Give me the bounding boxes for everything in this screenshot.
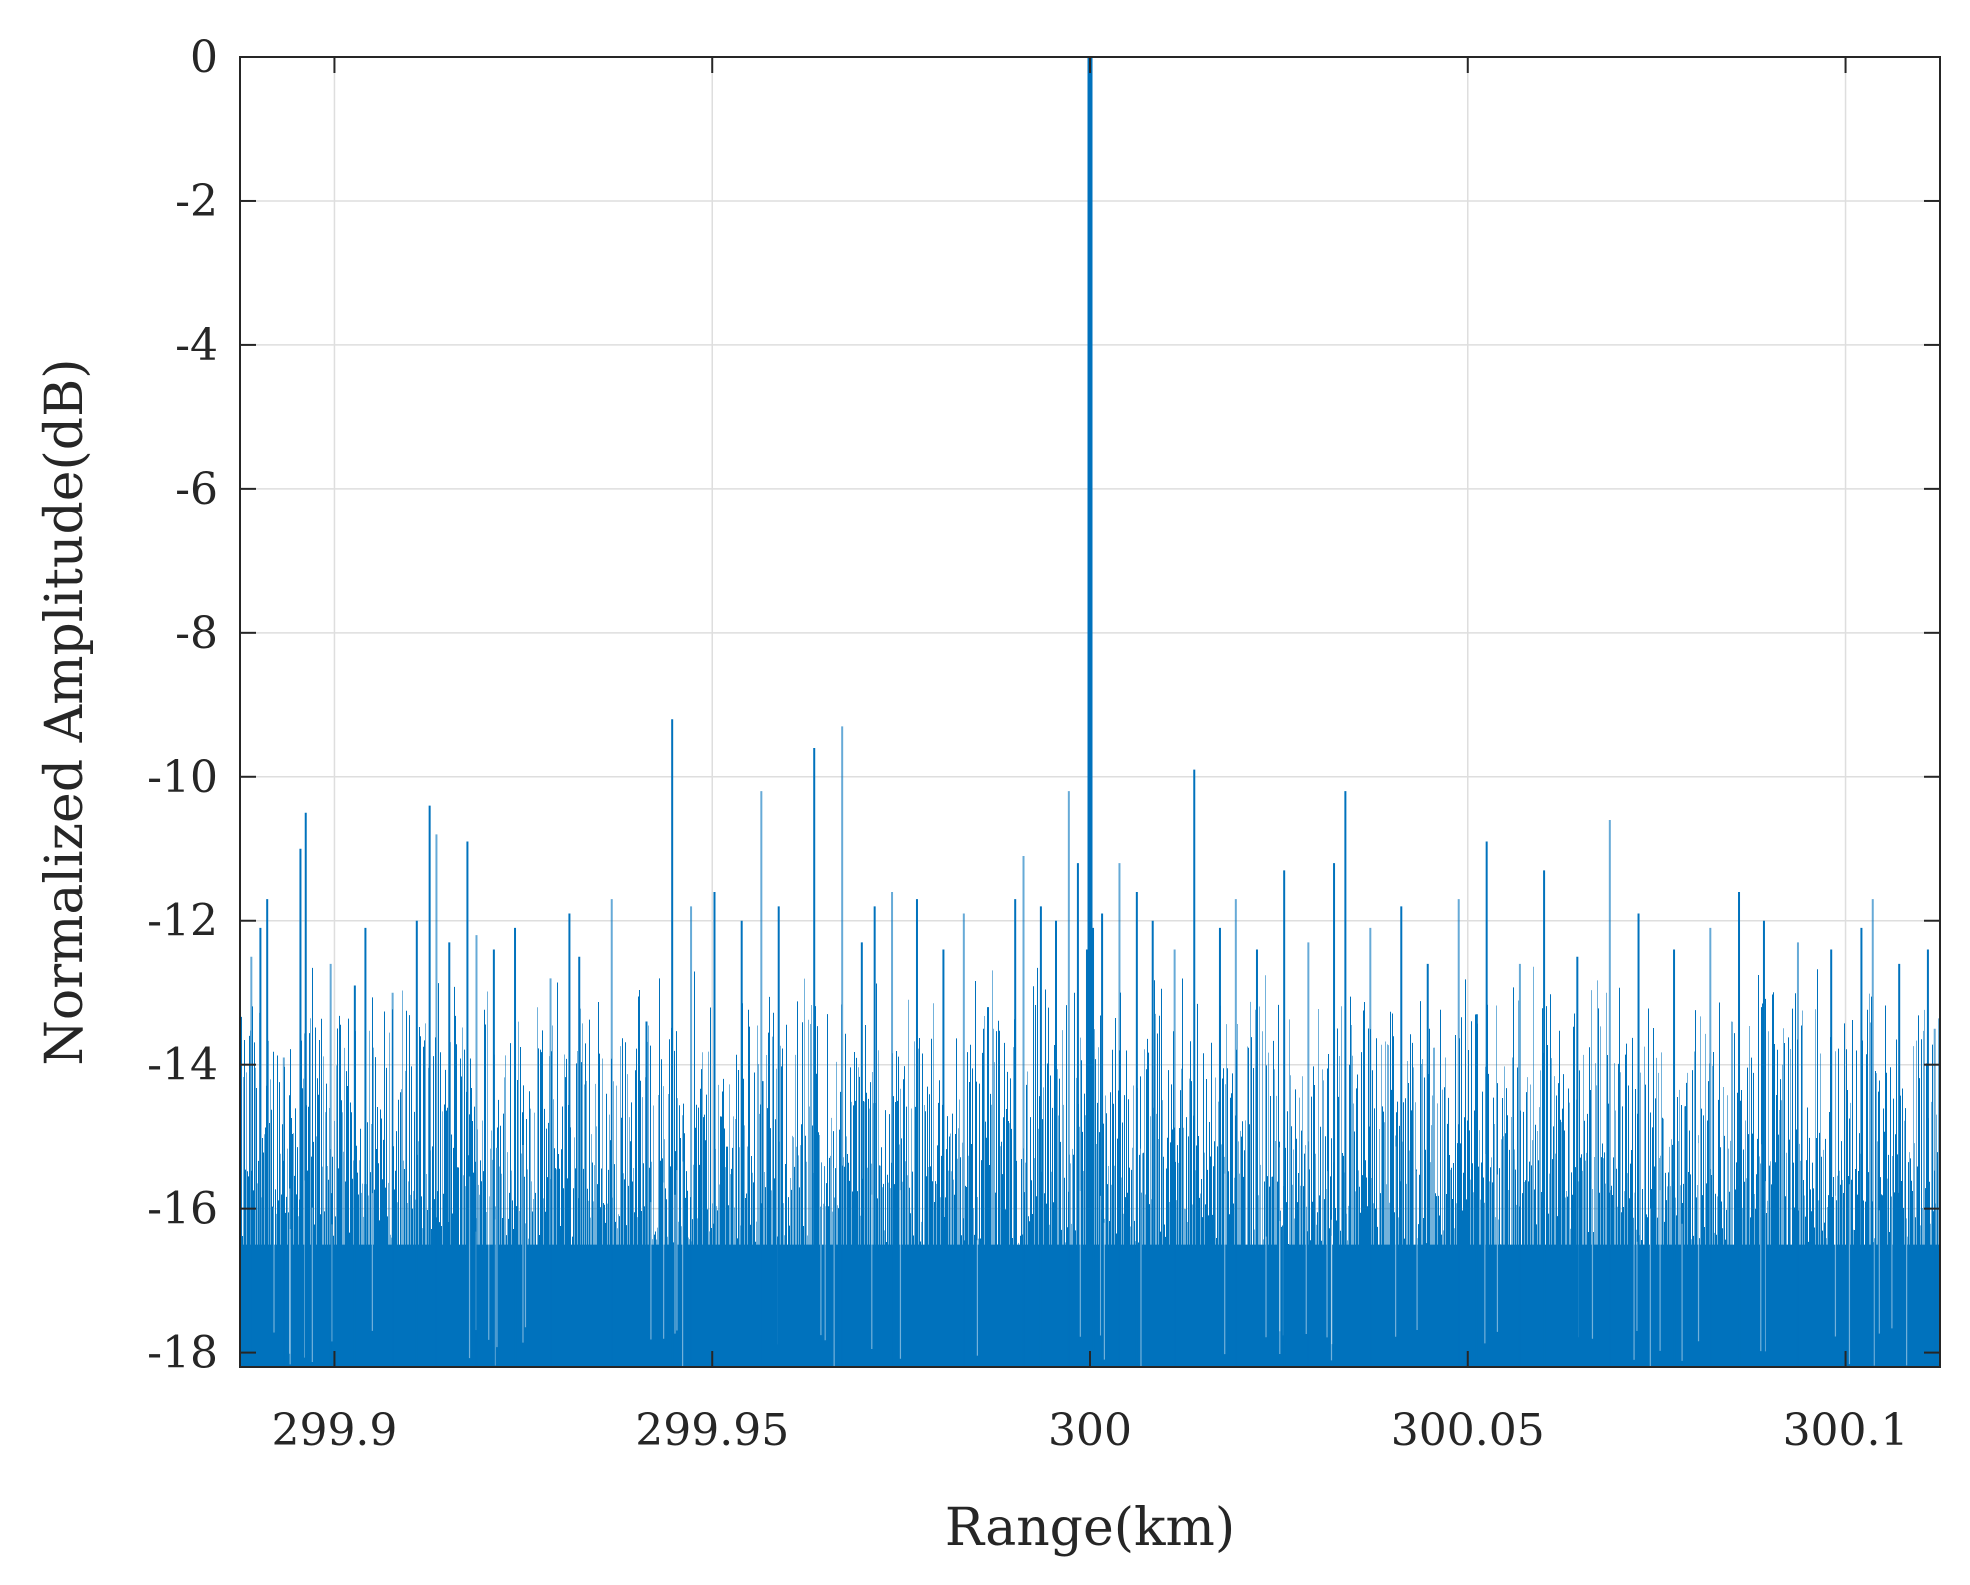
y-tick-label: -8 <box>175 608 218 659</box>
x-tick-labels: 299.9 299.95 300 300.05 300.1 <box>271 1405 1908 1456</box>
x-tick-label: 299.95 <box>635 1405 789 1456</box>
y-tick-label: -6 <box>175 464 218 515</box>
y-tick-label: 0 <box>190 32 218 83</box>
y-tick-label: -14 <box>147 1040 218 1091</box>
tick-marks <box>240 56 1940 1367</box>
y-tick-label: -16 <box>147 1184 218 1235</box>
y-tick-label: -2 <box>175 176 218 227</box>
y-tick-labels: 0 -2 -4 -6 -8 -10 -12 -14 -16 -18 <box>147 32 218 1379</box>
x-tick-label: 300.1 <box>1783 1405 1909 1456</box>
series-stems <box>240 57 1940 1367</box>
x-tick-label: 300 <box>1048 1405 1132 1456</box>
x-tick-label: 299.9 <box>271 1405 397 1456</box>
y-tick-label: -10 <box>147 752 218 803</box>
x-tick-label: 300.05 <box>1391 1405 1545 1456</box>
y-tick-label: -4 <box>175 320 218 371</box>
x-axis-label: Range(km) <box>945 1498 1235 1558</box>
y-tick-label: -18 <box>147 1328 218 1379</box>
y-tick-label: -12 <box>147 896 218 947</box>
y-axis-label: Normalized Amplitude(dB) <box>35 358 95 1065</box>
